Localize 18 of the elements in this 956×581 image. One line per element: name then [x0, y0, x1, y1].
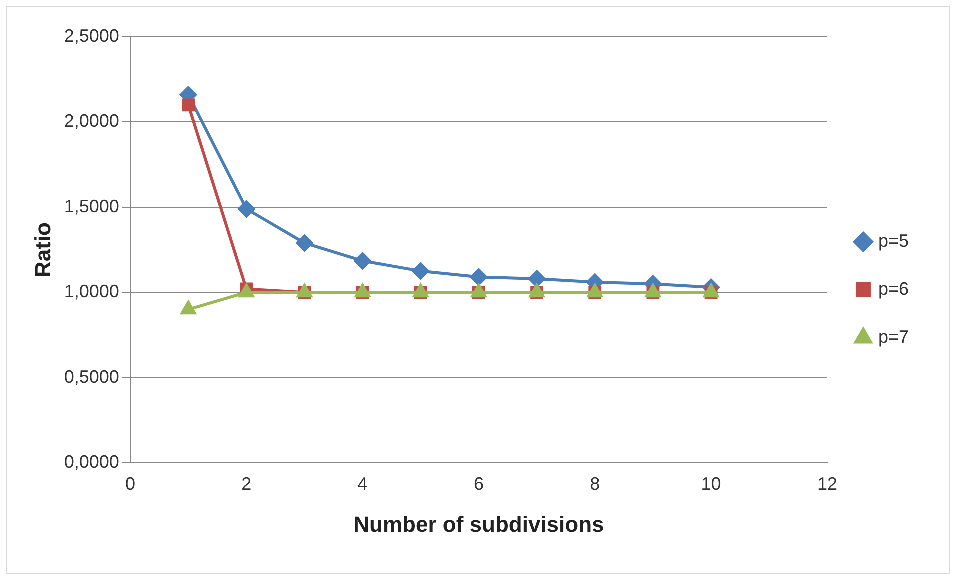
y-tick-label: 2,5000 [64, 26, 120, 46]
x-tick-label: 2 [242, 474, 252, 494]
x-tick-label: 10 [701, 474, 722, 494]
y-tick-label: 2,0000 [64, 111, 120, 132]
y-tick-label: 1,5000 [64, 196, 120, 216]
x-tick-label: 4 [358, 474, 368, 494]
legend-label: p=5 [878, 230, 910, 251]
x-tick-label: 8 [590, 474, 600, 494]
x-tick-label: 12 [817, 474, 838, 494]
legend-label: p=7 [878, 326, 910, 347]
x-tick-label: 0 [125, 474, 136, 494]
y-axis-title: Ratio [30, 222, 56, 278]
y-tick-label: 0,5000 [64, 366, 120, 387]
y-tick-label: 1,0000 [64, 282, 120, 302]
x-axis-title: Number of subdivisions [354, 512, 604, 537]
x-tick-label: 6 [474, 474, 484, 494]
legend-label: p=6 [878, 278, 910, 299]
y-tick-label: 0,0000 [64, 452, 120, 472]
